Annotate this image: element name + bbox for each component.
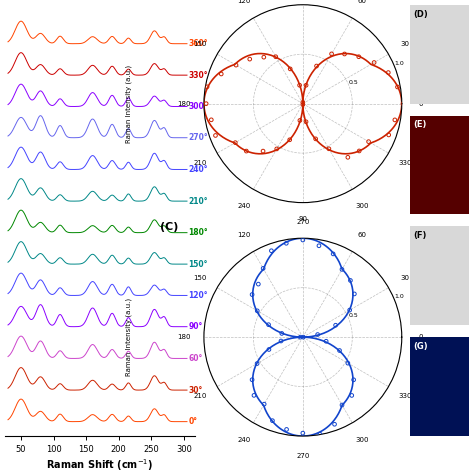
Point <box>355 53 363 61</box>
Point <box>344 154 352 161</box>
Point <box>250 392 258 399</box>
Point <box>302 82 310 89</box>
Point <box>296 117 304 124</box>
Text: 240°: 240° <box>188 165 208 174</box>
Point <box>313 62 320 70</box>
Text: 360°: 360° <box>188 39 208 48</box>
Point <box>300 333 307 341</box>
Point <box>273 145 281 153</box>
Point <box>299 99 307 106</box>
Point <box>314 331 321 338</box>
Point <box>296 82 303 89</box>
Point <box>260 401 268 408</box>
Point <box>246 55 254 63</box>
Point <box>302 118 310 126</box>
Point <box>315 242 323 249</box>
Text: 300°: 300° <box>188 102 208 111</box>
Point <box>260 54 268 61</box>
Text: 120°: 120° <box>188 291 208 300</box>
Point <box>248 291 256 298</box>
Point <box>329 250 337 258</box>
Point <box>299 429 307 437</box>
Point <box>212 132 219 139</box>
Text: (F): (F) <box>413 231 427 240</box>
Point <box>328 50 336 58</box>
Text: 30°: 30° <box>188 385 202 394</box>
Point <box>299 236 307 244</box>
Text: 90°: 90° <box>188 322 202 331</box>
Text: Raman Intensity (a.u.): Raman Intensity (a.u.) <box>126 298 132 376</box>
Point <box>243 147 250 155</box>
Point <box>385 131 392 139</box>
Point <box>332 321 339 329</box>
X-axis label: Raman Shift (cm$^{-1}$): Raman Shift (cm$^{-1}$) <box>46 457 154 473</box>
Point <box>208 116 215 124</box>
Point <box>348 392 356 399</box>
Point <box>265 346 273 353</box>
Text: (D): (D) <box>413 9 428 18</box>
Point <box>341 50 348 58</box>
Point <box>272 53 280 61</box>
Text: 0°: 0° <box>188 417 197 426</box>
Point <box>254 307 261 315</box>
Text: (E): (E) <box>413 120 427 129</box>
Point <box>248 376 256 383</box>
Point <box>338 401 346 409</box>
Point <box>356 147 363 155</box>
Point <box>365 138 373 146</box>
Text: 330°: 330° <box>188 71 208 80</box>
Point <box>344 359 352 367</box>
Point <box>325 145 333 153</box>
Point <box>286 65 294 73</box>
Point <box>269 417 276 424</box>
Point <box>286 136 293 144</box>
Point <box>259 147 267 155</box>
Point <box>265 321 273 328</box>
Point <box>203 83 211 91</box>
Point <box>391 116 399 124</box>
Point <box>312 135 319 143</box>
Point <box>322 337 330 345</box>
Point <box>370 59 378 66</box>
Text: 270°: 270° <box>188 133 208 142</box>
Point <box>255 280 262 288</box>
Point <box>316 430 324 438</box>
Point <box>297 333 304 341</box>
Point <box>259 264 267 272</box>
Point <box>232 61 240 69</box>
Point <box>399 100 407 108</box>
Point <box>283 239 290 247</box>
Text: Raman Intensity (a.u.): Raman Intensity (a.u.) <box>126 64 132 143</box>
Point <box>331 420 338 428</box>
Point <box>299 101 307 109</box>
Point <box>218 70 225 78</box>
Point <box>278 329 285 337</box>
Point <box>350 376 357 383</box>
Point <box>231 139 239 146</box>
Point <box>384 69 392 76</box>
Text: 180°: 180° <box>188 228 208 237</box>
Text: (G): (G) <box>413 342 428 351</box>
Point <box>268 247 275 255</box>
Text: 210°: 210° <box>188 197 208 206</box>
Text: 150°: 150° <box>188 260 208 269</box>
Point <box>351 290 358 298</box>
Point <box>336 346 343 354</box>
Point <box>346 306 354 314</box>
Point <box>253 360 261 367</box>
Point <box>338 265 346 273</box>
Point <box>283 426 291 433</box>
Text: (C): (C) <box>160 222 179 232</box>
Text: 60°: 60° <box>188 354 202 363</box>
Point <box>394 83 401 91</box>
Point <box>277 337 285 345</box>
Point <box>346 277 354 284</box>
Point <box>202 100 210 108</box>
